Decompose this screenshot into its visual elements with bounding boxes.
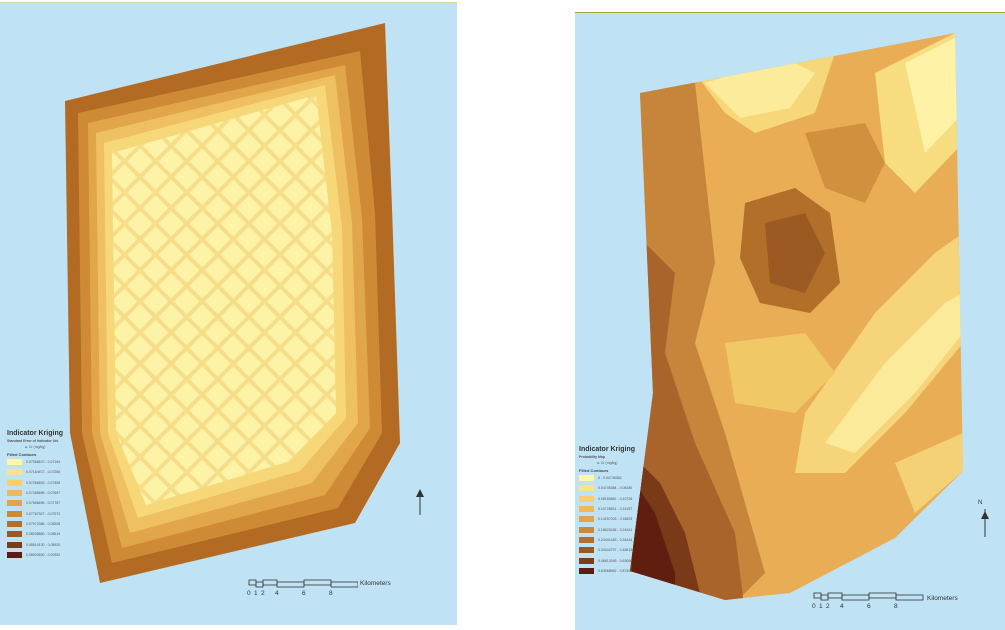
left-scale-tick-6: 6: [302, 590, 306, 597]
right-legend-entry: 0.14157003 - 0.18623: [579, 514, 649, 524]
left-legend-swatch: [7, 551, 22, 558]
right-legend-swatch: [579, 506, 594, 513]
left-legend-entry: 0.07068670 - 0.07164: [7, 457, 77, 467]
left-legend-label: 0.07164672 - 0.07286: [26, 470, 61, 475]
left-legend-rows: 0.07068670 - 0.07164 0.07164672 - 0.07286…: [7, 457, 77, 560]
left-legend-entry: 0.07656695 - 0.07787: [7, 498, 77, 508]
right-legend-label: 0.08180862 - 0.10726: [598, 496, 633, 501]
right-legend-entry: 0.08180862 - 0.10726: [579, 494, 649, 504]
left-scale-tick-8: 8: [329, 590, 333, 597]
left-legend-label: 0.07787927 - 0.07972: [26, 511, 61, 516]
right-north-arrow-icon: [981, 509, 989, 537]
left-scale-bar: 0 1 2 4 6 8 Kilometers: [247, 579, 408, 599]
right-legend-swatch: [579, 495, 594, 502]
left-legend-entry: 0.07286833 - 0.07468: [7, 478, 77, 488]
left-map-surface: [65, 23, 424, 583]
left-scale-tick-1: 1: [254, 590, 258, 597]
right-legend-entry: 0.18623436 - 0.24441: [579, 524, 649, 534]
right-scale-tick-6: 6: [867, 603, 871, 610]
left-legend-entry: 0.07164672 - 0.07286: [7, 467, 77, 477]
left-legend: Indicator Kriging Standard Error of Indi…: [7, 430, 77, 560]
right-scale-tick-1: 1: [819, 603, 823, 610]
left-legend-unit: a. Cr (mg/kg): [25, 445, 46, 449]
left-legend-label: 0.08208880 - 0.08519: [26, 532, 61, 537]
left-legend-label: 0.08920630 - 0.09352: [26, 552, 61, 557]
right-legend: Indicator Kriging Probability Map a. Cr …: [579, 446, 649, 576]
right-legend-entry: 0.63068962 - 0.87406: [579, 566, 649, 576]
left-legend-label: 0.07468695 - 0.07657: [26, 491, 61, 496]
right-legend-rows: 0 - 0.04745384 0.04745384 - 0.08180 0.0818…: [579, 473, 649, 576]
right-legend-swatch: [579, 567, 594, 574]
right-legend-swatch: [579, 557, 594, 564]
left-legend-swatch: [7, 469, 22, 476]
right-scale-tick-4: 4: [840, 603, 844, 610]
left-north-arrow-icon: [416, 489, 424, 515]
left-legend-swatch: [7, 459, 22, 466]
right-legend-label: 0.34444797 - 0.46613: [598, 548, 633, 553]
right-legend-swatch: [579, 547, 594, 554]
right-legend-swatch: [579, 516, 594, 523]
right-legend-label: 0.18623436 - 0.24441: [598, 527, 633, 532]
left-legend-swatch: [7, 510, 22, 517]
left-legend-entry: 0.08920630 - 0.09352: [7, 550, 77, 560]
right-map-panel: N Indicator Kriging Probability Map a. C…: [575, 13, 1005, 630]
right-legend-label: 0.04745384 - 0.08180: [598, 486, 633, 491]
left-scale-tick-2: 2: [261, 590, 265, 597]
right-legend-label: 0.10726814 - 0.14157: [598, 507, 633, 512]
right-scale-tick-0: 0: [812, 603, 816, 610]
right-scale-graphic: [813, 592, 924, 601]
right-legend-label: 0.46613045 - 0.63068: [598, 558, 633, 563]
right-legend-subtitle: Probability Map: [579, 455, 606, 459]
left-legend-swatch: [7, 531, 22, 538]
left-legend-label: 0.08519130 - 0.08920: [26, 542, 61, 547]
left-scale-graphic: [248, 579, 358, 588]
left-map-panel: Indicator Kriging Standard Error of Indi…: [0, 3, 457, 625]
right-legend-label: 0.24441463 - 0.34444: [598, 537, 633, 542]
right-legend-label: 0.14157003 - 0.18623: [598, 517, 633, 522]
right-north-label: N: [978, 500, 983, 506]
right-legend-entry: 0.10726814 - 0.14157: [579, 504, 649, 514]
right-legend-title: Indicator Kriging: [579, 446, 635, 453]
left-legend-heading: Filled Contours: [7, 452, 37, 457]
left-legend-entry: 0.07468695 - 0.07657: [7, 488, 77, 498]
right-legend-entry: 0.34444797 - 0.46613: [579, 545, 649, 555]
right-scale-tick-8: 8: [894, 603, 898, 610]
right-legend-entry: 0 - 0.04745384: [579, 473, 649, 483]
right-legend-entry: 0.24441463 - 0.34444: [579, 535, 649, 545]
left-legend-label: 0.07068670 - 0.07164: [26, 460, 61, 465]
left-legend-subtitle: Standard Error of Indicator Uni: [7, 439, 59, 443]
left-legend-entry: 0.07787927 - 0.07972: [7, 508, 77, 518]
left-legend-title: Indicator Kriging: [7, 430, 63, 437]
right-legend-swatch: [579, 485, 594, 492]
right-legend-swatch: [579, 526, 594, 533]
left-scale-tick-0: 0: [247, 590, 251, 597]
left-legend-swatch: [7, 490, 22, 497]
left-legend-label: 0.07286833 - 0.07468: [26, 480, 61, 485]
right-legend-entry: 0.04745384 - 0.08180: [579, 483, 649, 493]
left-scale-unit: Kilometers: [360, 580, 391, 587]
right-map-surface: [630, 33, 989, 600]
right-legend-entry: 0.46613045 - 0.63068: [579, 555, 649, 565]
right-probability-surface: [630, 33, 963, 600]
right-legend-swatch: [579, 475, 594, 482]
right-legend-swatch: [579, 536, 594, 543]
left-scale-tick-4: 4: [275, 590, 279, 597]
left-legend-label: 0.07656695 - 0.07787: [26, 501, 61, 506]
left-legend-entry: 0.08519130 - 0.08920: [7, 539, 77, 549]
right-scale-unit: Kilometers: [927, 595, 958, 602]
right-scale-bar: 0 1 2 4 6 8 Kilometers: [812, 592, 983, 614]
right-legend-label: 0 - 0.04745384: [598, 476, 622, 481]
right-scale-tick-2: 2: [826, 603, 830, 610]
left-legend-entry: 0.08208880 - 0.08519: [7, 529, 77, 539]
left-legend-swatch: [7, 500, 22, 507]
left-legend-swatch: [7, 479, 22, 486]
right-legend-label: 0.63068962 - 0.87406: [598, 568, 633, 573]
left-legend-swatch: [7, 520, 22, 527]
right-legend-unit: a. Cr (mg/kg): [597, 461, 618, 465]
right-legend-heading: Filled Contours: [579, 468, 609, 473]
left-legend-label: 0.07972386 - 0.08208: [26, 521, 61, 526]
left-core-grid: [112, 95, 336, 505]
left-legend-swatch: [7, 541, 22, 548]
left-legend-entry: 0.07972386 - 0.08208: [7, 519, 77, 529]
